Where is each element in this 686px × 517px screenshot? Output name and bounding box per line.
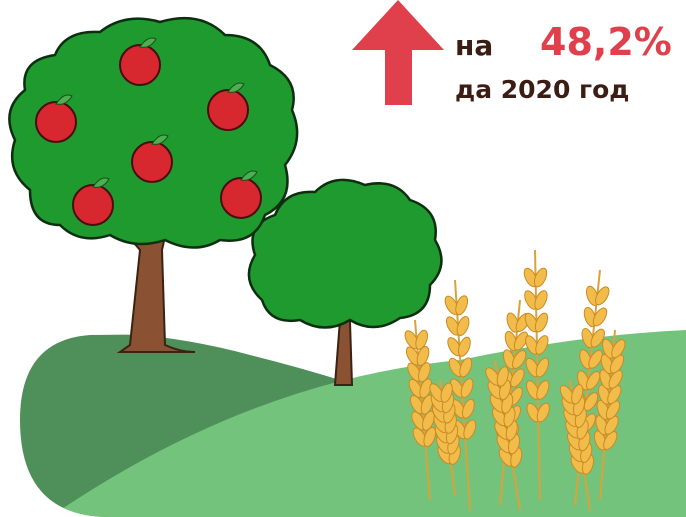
- up-arrow: [352, 0, 444, 105]
- apple: [36, 102, 76, 142]
- apple: [120, 45, 160, 85]
- apple: [73, 185, 113, 225]
- period: да 2020 год: [455, 75, 629, 104]
- prefix: на: [455, 29, 493, 62]
- change: 48,2%: [540, 20, 672, 64]
- illustration: на 48,2% да 2020 год: [0, 0, 686, 517]
- apple: [132, 142, 172, 182]
- apple: [208, 90, 248, 130]
- page: {"header": {"prefix": "на", "change": "4…: [0, 0, 686, 517]
- apple: [221, 178, 261, 218]
